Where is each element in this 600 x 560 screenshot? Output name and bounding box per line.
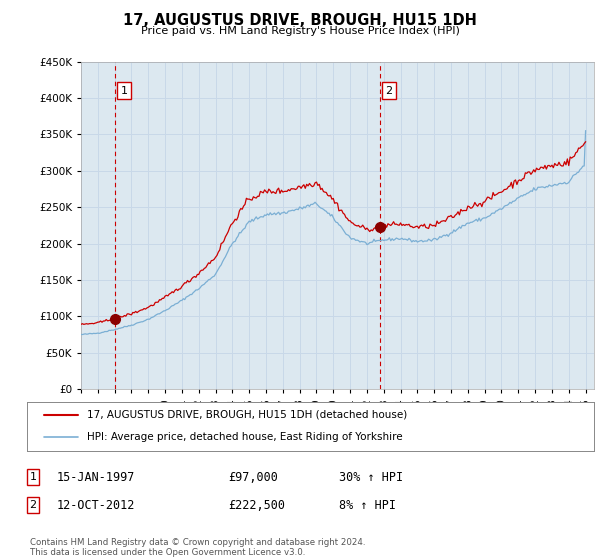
Text: 17, AUGUSTUS DRIVE, BROUGH, HU15 1DH (detached house): 17, AUGUSTUS DRIVE, BROUGH, HU15 1DH (de… — [86, 410, 407, 420]
Text: 2: 2 — [29, 500, 37, 510]
Text: Price paid vs. HM Land Registry's House Price Index (HPI): Price paid vs. HM Land Registry's House … — [140, 26, 460, 36]
Text: 1: 1 — [121, 86, 127, 96]
Text: 8% ↑ HPI: 8% ↑ HPI — [339, 498, 396, 512]
Text: 2: 2 — [385, 86, 392, 96]
Text: 15-JAN-1997: 15-JAN-1997 — [57, 470, 136, 484]
Text: £222,500: £222,500 — [228, 498, 285, 512]
Text: 17, AUGUSTUS DRIVE, BROUGH, HU15 1DH: 17, AUGUSTUS DRIVE, BROUGH, HU15 1DH — [123, 13, 477, 29]
Text: 12-OCT-2012: 12-OCT-2012 — [57, 498, 136, 512]
Text: 1: 1 — [29, 472, 37, 482]
Text: HPI: Average price, detached house, East Riding of Yorkshire: HPI: Average price, detached house, East… — [86, 432, 402, 442]
Text: 30% ↑ HPI: 30% ↑ HPI — [339, 470, 403, 484]
Text: Contains HM Land Registry data © Crown copyright and database right 2024.
This d: Contains HM Land Registry data © Crown c… — [30, 538, 365, 557]
Text: £97,000: £97,000 — [228, 470, 278, 484]
